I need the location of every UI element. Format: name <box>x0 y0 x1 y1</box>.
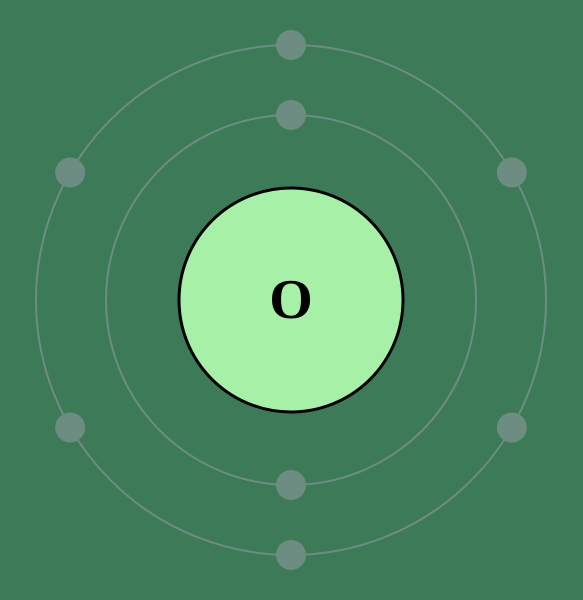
electron-shell1-1 <box>276 100 306 130</box>
element-symbol: O <box>269 269 313 331</box>
electron-shell2-4 <box>276 540 306 570</box>
electron-shell2-6 <box>55 158 85 188</box>
electron-shell2-3 <box>497 413 527 443</box>
bohr-diagram: O <box>0 0 583 600</box>
electron-shell2-5 <box>55 413 85 443</box>
electron-shell2-1 <box>276 30 306 60</box>
electron-shell2-2 <box>497 158 527 188</box>
electron-shell1-2 <box>276 470 306 500</box>
